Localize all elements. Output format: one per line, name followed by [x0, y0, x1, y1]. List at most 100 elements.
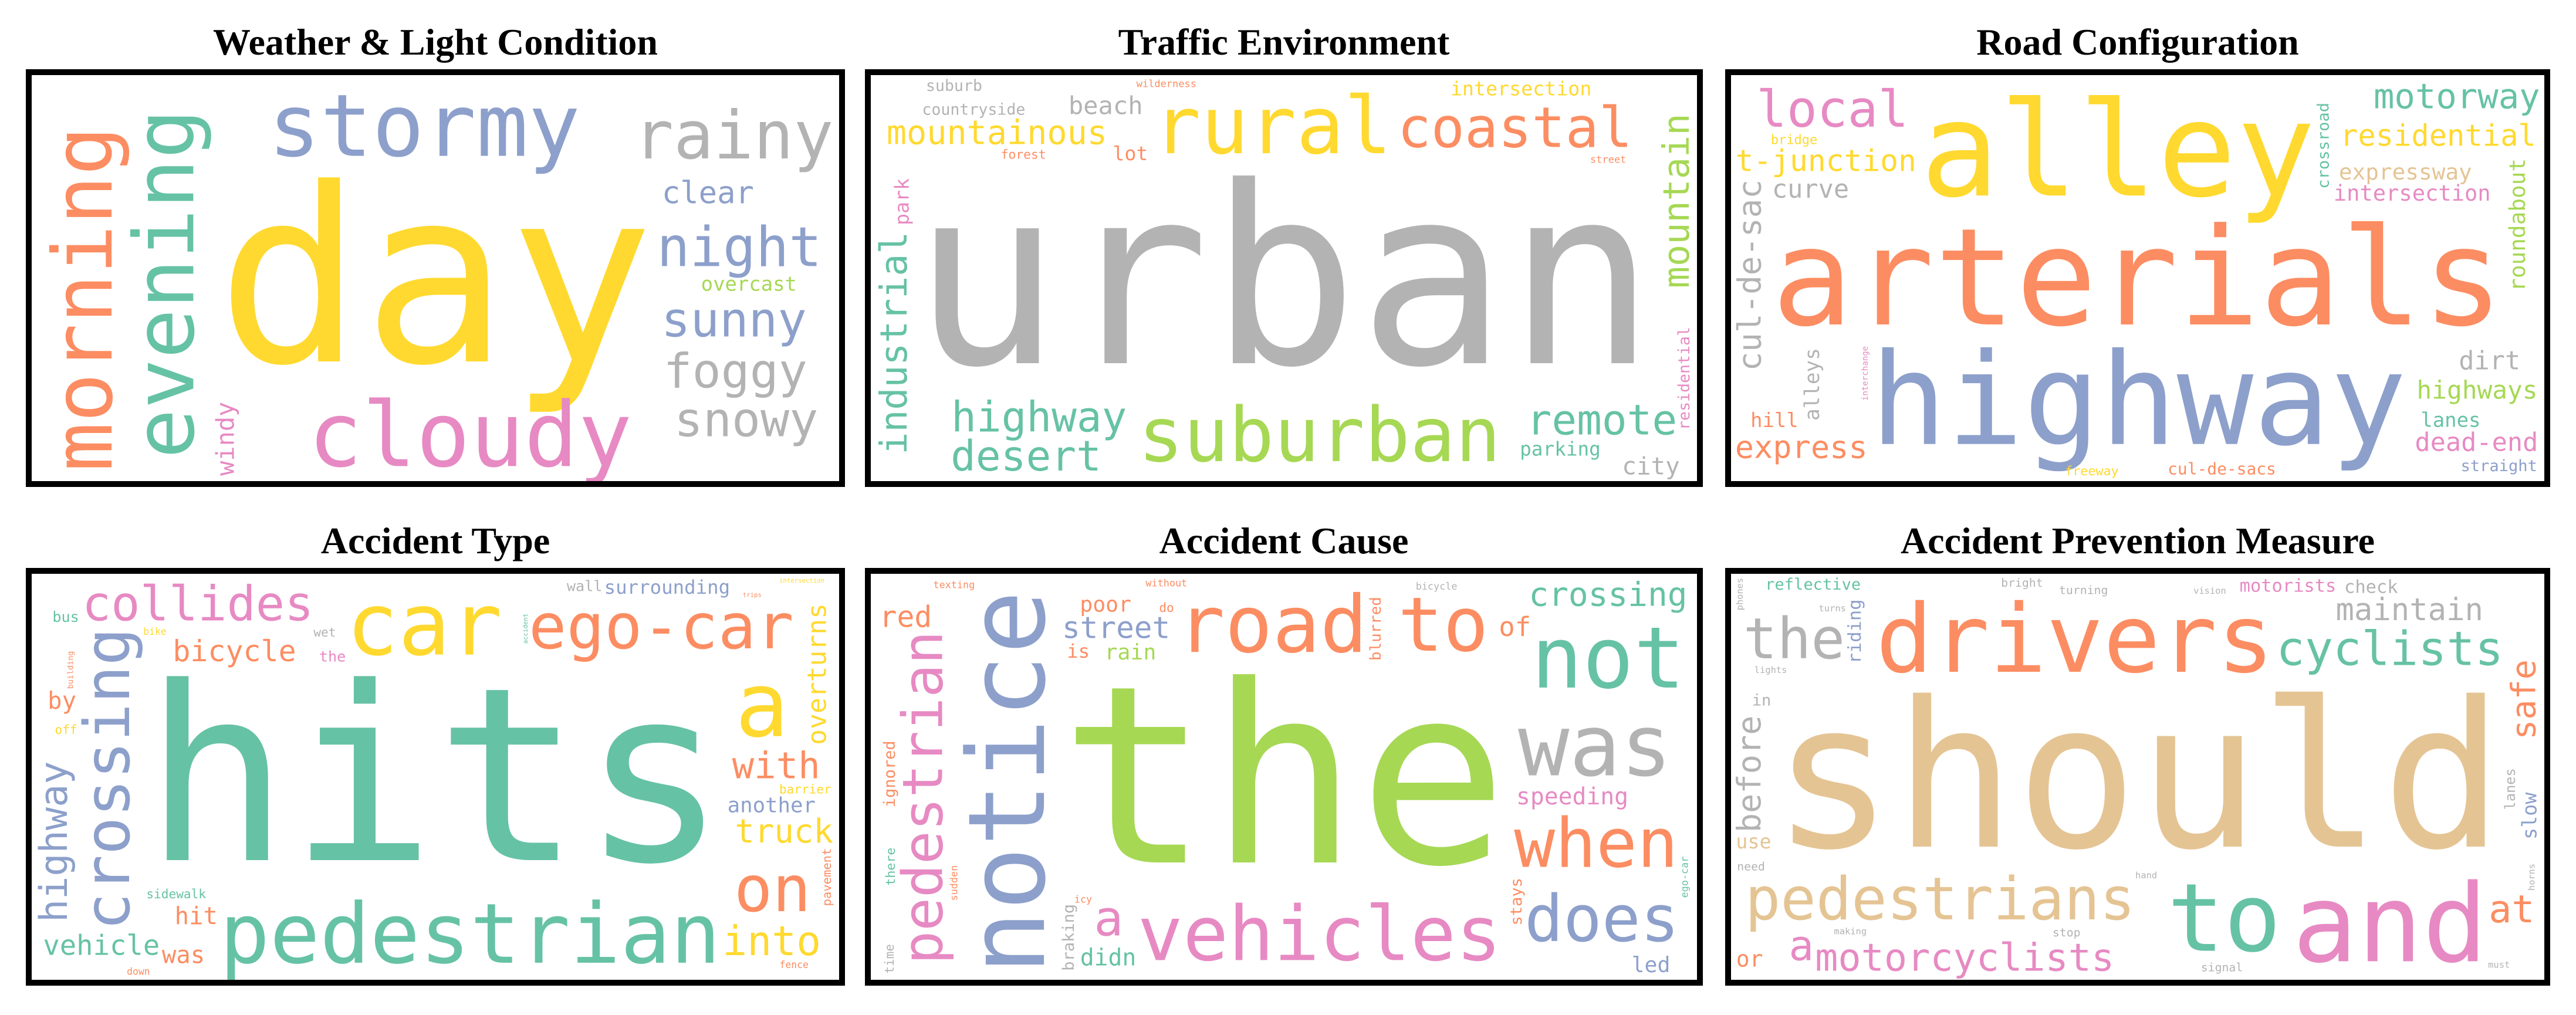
word-stormy: stormy	[268, 76, 580, 177]
word-intersection: intersection	[2334, 181, 2491, 206]
word-barrier: barrier	[779, 781, 831, 796]
word-the: the	[1743, 606, 1845, 672]
word-night: night	[657, 216, 822, 280]
word-there: there	[884, 848, 898, 886]
word-alley: alley	[1921, 75, 2315, 226]
word-straight: straight	[2460, 457, 2537, 475]
word-countryside: countryside	[922, 101, 1025, 119]
word-suburb: suburb	[926, 77, 982, 95]
word-intersection: intersection	[1451, 77, 1592, 100]
word-truck: truck	[735, 813, 833, 851]
word-icy: icy	[1074, 894, 1092, 905]
word-crossroad: crossroad	[2315, 103, 2333, 189]
word-motorcyclists: motorcyclists	[1815, 936, 2114, 980]
word-hill: hill	[1750, 409, 1799, 432]
word-street: street	[1590, 154, 1626, 165]
word-turns: turns	[1819, 603, 1846, 614]
word-was: was	[1518, 697, 1672, 796]
word-riding: riding	[1845, 600, 1865, 664]
word-stop: stop	[2053, 926, 2081, 939]
word-overcast: overcast	[701, 273, 797, 296]
word-alleys: alleys	[1801, 348, 1824, 421]
word-suburban: suburban	[1138, 392, 1501, 479]
wordcloud-frame: hits car pedestrian crossing ego-car collides…	[26, 568, 845, 986]
word-day: day	[217, 137, 654, 419]
word-by: by	[48, 686, 76, 715]
word-signal: signal	[2201, 960, 2243, 974]
word-rain: rain	[1104, 640, 1156, 665]
wordcloud-frame: arterials alley highway cul-de-sac residenti…	[1725, 69, 2550, 487]
word-lanes: lanes	[2502, 768, 2518, 810]
word-drivers: drivers	[1876, 584, 2274, 694]
wordcloud-panel-accident-prevention-measure: Accident Prevention Measure should drivers…	[1725, 522, 2550, 986]
word-should: should	[1772, 659, 2503, 895]
word-car: car	[346, 574, 502, 675]
word-do: do	[1159, 601, 1174, 615]
word-texting: texting	[934, 579, 975, 591]
panel-title: Road Configuration	[1976, 21, 2299, 63]
word-of: of	[1499, 611, 1531, 642]
word-use: use	[1736, 830, 1771, 853]
word-in: in	[1752, 691, 1772, 709]
word-motorway: motorway	[2374, 76, 2540, 116]
wordcloud-panel-traffic-environment: Traffic Environment urban rural suburban ind…	[865, 23, 1703, 487]
word-safe: safe	[2505, 659, 2544, 740]
word-rainy: rainy	[634, 97, 834, 174]
wordcloud-panel-weather-light-condition: Weather & Light Condition day cloudy stormy…	[26, 23, 845, 487]
word-braking: braking	[1060, 904, 1078, 971]
word-lights: lights	[1754, 665, 1787, 675]
word-dead-end: dead-end	[2415, 428, 2538, 458]
word-pavement: pavement	[820, 848, 834, 906]
word-sunny: sunny	[661, 292, 807, 348]
word-red: red	[880, 600, 932, 634]
word-curve: curve	[1772, 175, 1849, 204]
word-rural: rural	[1153, 80, 1392, 172]
word-collides: collides	[82, 577, 313, 632]
word-a: a	[1789, 921, 1814, 970]
word-freeway: freeway	[2065, 464, 2118, 479]
word-snowy: snowy	[674, 393, 818, 448]
word-forest: forest	[1001, 148, 1046, 163]
word-highway: highway	[951, 393, 1127, 442]
word-the: the	[1060, 632, 1508, 921]
word-pedestrians: pedestrians	[1745, 865, 2135, 933]
word-and: and	[2293, 861, 2488, 980]
word-lot: lot	[1113, 142, 1148, 165]
word-turning: turning	[2059, 584, 2108, 597]
word-cloudy: cloudy	[308, 383, 632, 481]
word-the: the	[319, 648, 346, 665]
word-hits: hits	[144, 636, 727, 918]
word-remote: remote	[1527, 396, 1677, 445]
word-residential: residential	[2340, 119, 2536, 153]
word-not: not	[1532, 609, 1685, 708]
word-cul-de-sacs: cul-de-sacs	[2168, 459, 2276, 478]
word-making: making	[1834, 926, 1867, 937]
word-urban: urban	[912, 134, 1655, 422]
word-beach: beach	[1069, 91, 1143, 120]
word-t-junction: t-junction	[1736, 144, 1916, 179]
word-must: must	[2488, 959, 2510, 970]
panel-title: Traffic Environment	[1118, 21, 1450, 63]
word-another: another	[728, 794, 816, 818]
word-with: with	[732, 744, 820, 787]
word-phones: phones	[1735, 578, 1745, 611]
word-motorists: motorists	[2240, 576, 2337, 596]
word-wet: wet	[313, 625, 336, 640]
word-wilderness: wilderness	[1137, 79, 1196, 90]
word-does: does	[1524, 881, 1679, 956]
word-bright: bright	[2001, 576, 2043, 590]
word-a: a	[1094, 891, 1123, 948]
word-sudden: sudden	[948, 865, 959, 901]
panel-title: Accident Type	[320, 520, 550, 561]
word-road: road	[1178, 578, 1368, 671]
word-dirt: dirt	[2459, 346, 2520, 375]
word-express: express	[1735, 428, 1868, 465]
word-or: or	[1736, 946, 1763, 972]
word-park: park	[890, 178, 913, 225]
word-into: into	[722, 918, 821, 965]
word-crossing: crossing	[71, 628, 144, 931]
word-down: down	[127, 966, 150, 977]
